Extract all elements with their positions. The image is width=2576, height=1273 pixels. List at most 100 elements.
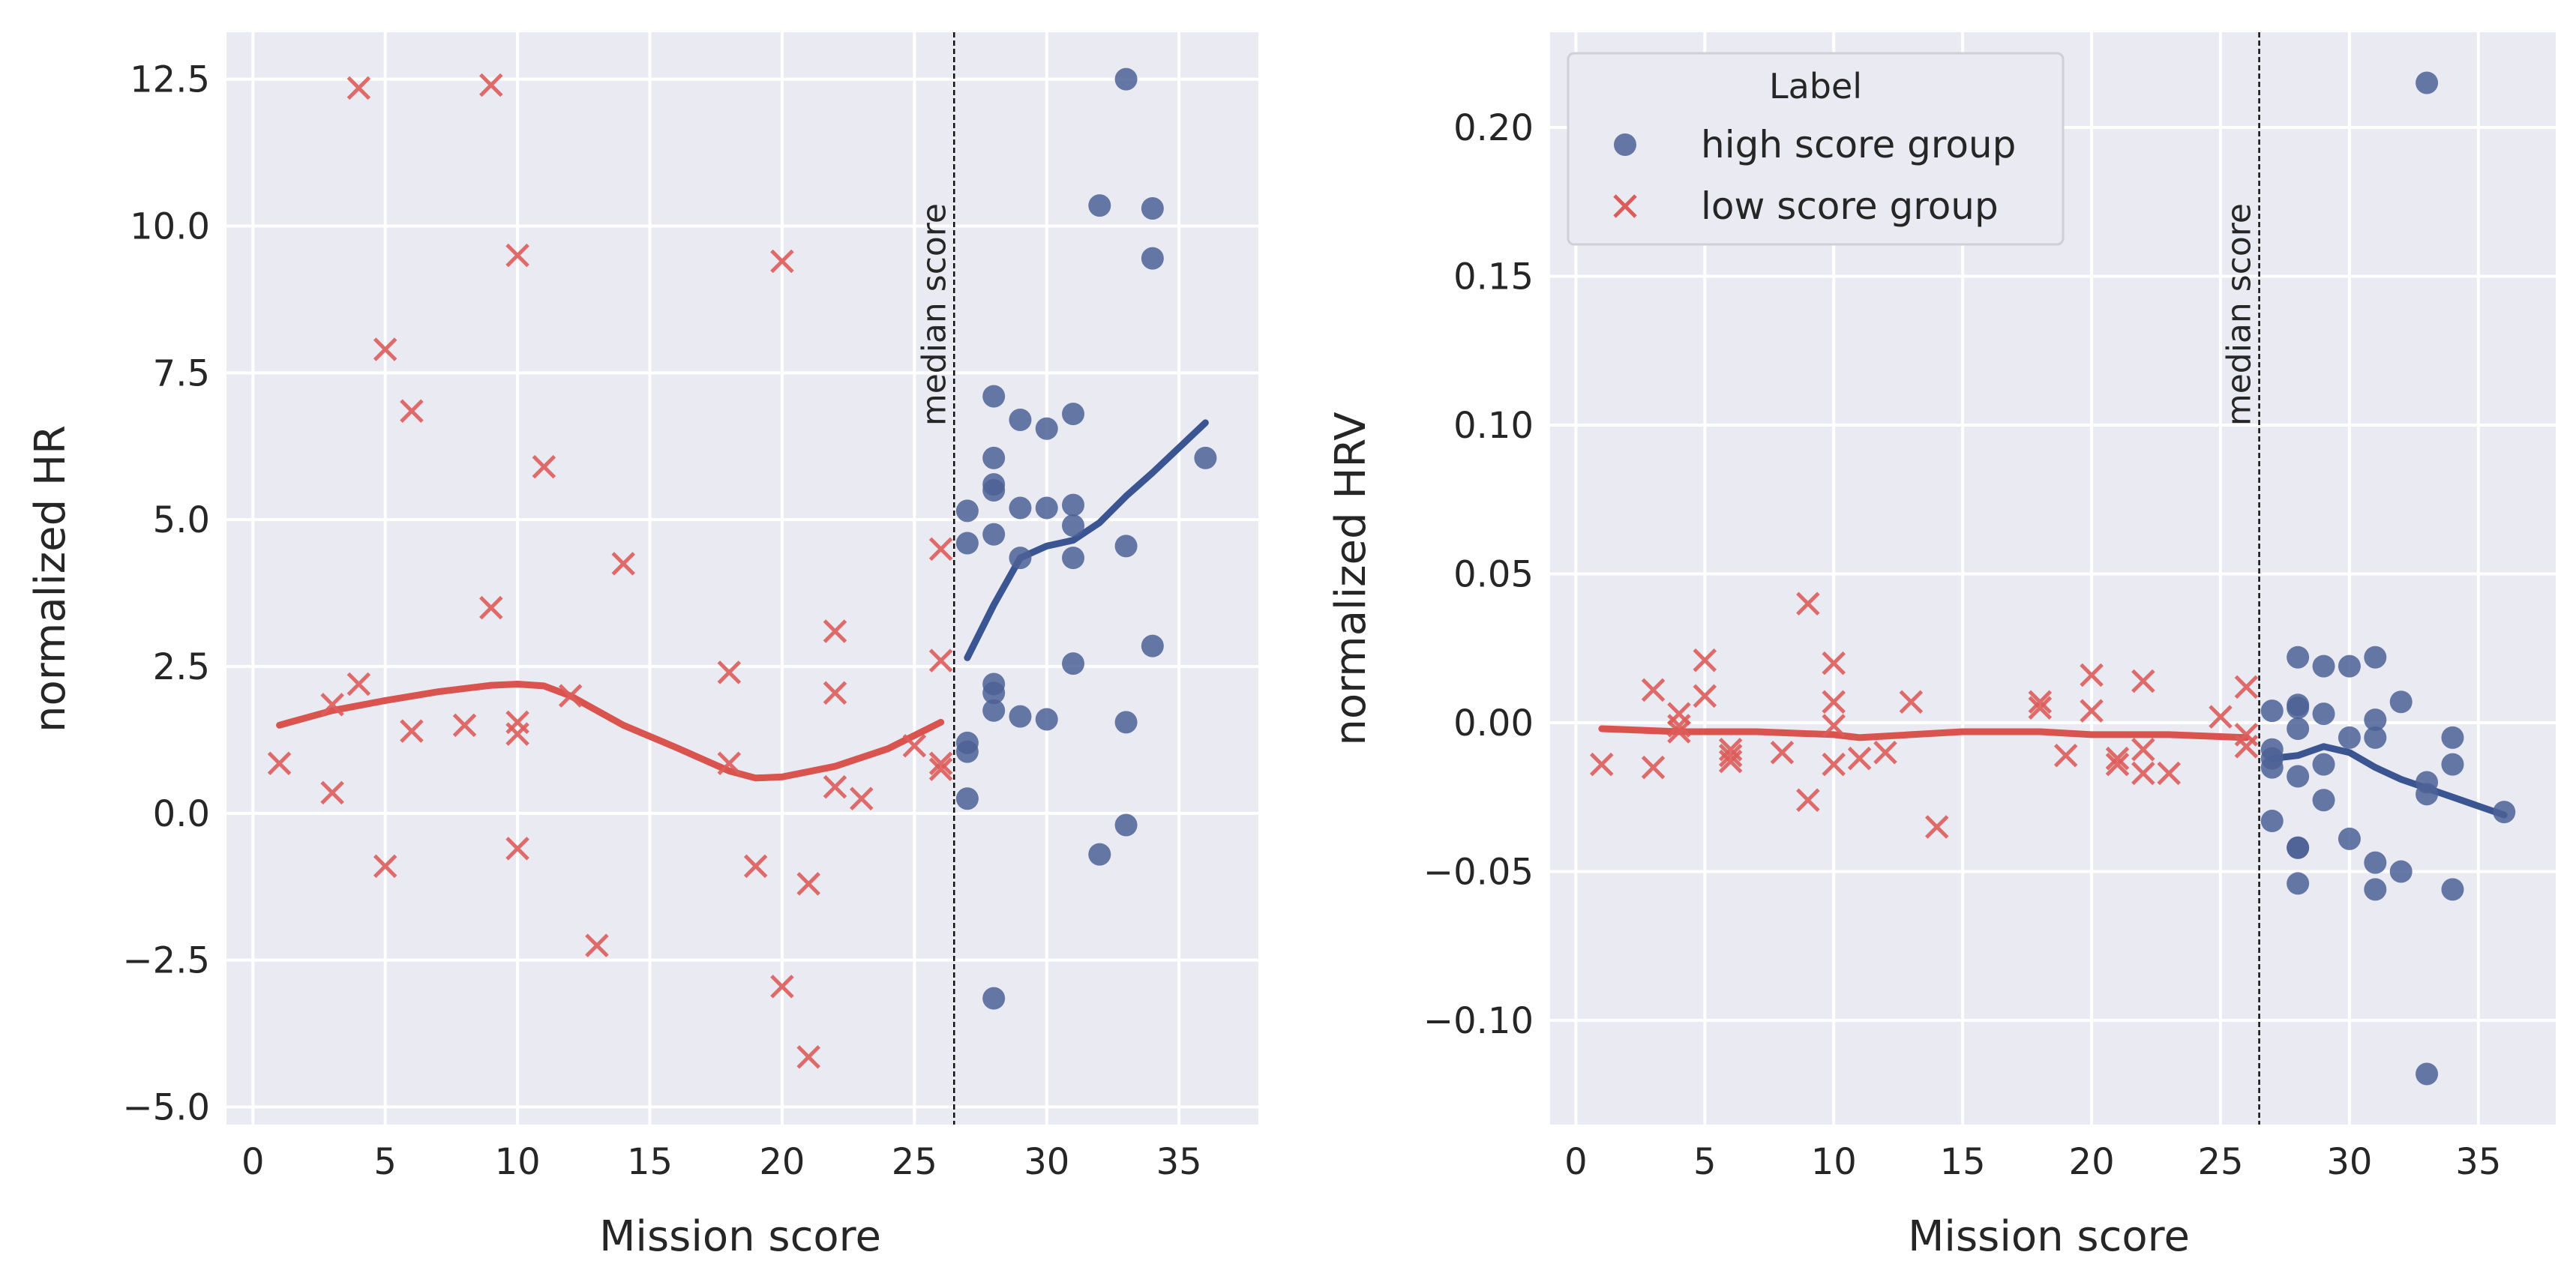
hr-x-tick-label: 35 bbox=[1156, 1141, 1202, 1183]
hr-point-high bbox=[982, 681, 1006, 705]
hrv-median-label: median score bbox=[2221, 203, 2259, 426]
hr-point-low bbox=[850, 786, 874, 811]
hrv-x-tick-label: 5 bbox=[1693, 1141, 1717, 1183]
legend-marker-low bbox=[1613, 194, 1637, 218]
hr-point-low bbox=[320, 780, 344, 805]
hr-point-high bbox=[1088, 194, 1111, 217]
hr-point-low bbox=[479, 595, 503, 620]
hr-point-low bbox=[373, 854, 397, 879]
hrv-point-low bbox=[1796, 788, 1820, 813]
hrv-point-high bbox=[2260, 699, 2284, 723]
hrv-point-low bbox=[1796, 592, 1820, 616]
hr-point-low bbox=[267, 751, 292, 776]
hrv-panel: normalized HRV Mission score 0 5 10 15 20 25 3… bbox=[1327, 32, 2556, 1261]
hr-y-tick-label: 5.0 bbox=[153, 499, 210, 541]
hrv-point-high bbox=[2389, 860, 2413, 883]
hrv-point-high bbox=[2287, 645, 2310, 669]
hr-point-high bbox=[1088, 843, 1111, 866]
hrv-point-high bbox=[2312, 702, 2335, 726]
hrv-point-low bbox=[1822, 690, 1846, 714]
legend-box bbox=[1567, 52, 2065, 246]
hrv-point-low bbox=[1641, 755, 1666, 780]
hr-point-high bbox=[1009, 705, 1032, 728]
hr-point-high bbox=[982, 987, 1006, 1010]
hrv-point-high bbox=[2312, 753, 2335, 776]
hr-point-low bbox=[452, 713, 477, 738]
hr-y-tick-label: −2.5 bbox=[122, 940, 210, 982]
hrv-point-high bbox=[2338, 654, 2361, 678]
hrv-point-low bbox=[1822, 714, 1846, 738]
hr-point-high bbox=[1035, 417, 1058, 440]
hrv-point-low bbox=[1847, 746, 1872, 771]
hr-point-low bbox=[585, 933, 609, 957]
hrv-y-tick-label: 0.15 bbox=[1453, 256, 1534, 298]
hrv-point-high bbox=[2364, 851, 2387, 874]
hr-point-low bbox=[743, 854, 768, 879]
hrv-point-low bbox=[2131, 669, 2155, 693]
hrv-point-high bbox=[2364, 878, 2387, 901]
hrv-point-low bbox=[2131, 738, 2155, 762]
hrv-point-low bbox=[2131, 761, 2155, 786]
hr-y-tick-label: 10.0 bbox=[130, 206, 210, 248]
hr-point-low bbox=[928, 757, 953, 781]
hr-point-high bbox=[1062, 514, 1085, 537]
hr-point-low bbox=[823, 619, 847, 643]
hr-point-high bbox=[1062, 547, 1085, 570]
hrv-point-high bbox=[2287, 717, 2310, 740]
hrv-point-high bbox=[2260, 756, 2284, 779]
hr-point-high bbox=[1141, 634, 1164, 657]
hr-point-high bbox=[1062, 403, 1085, 426]
hrv-point-low bbox=[1899, 690, 1924, 714]
hr-point-high bbox=[1141, 247, 1164, 270]
hrv-point-low bbox=[1822, 651, 1846, 675]
hrv-point-low bbox=[2234, 675, 2259, 699]
hrv-point-high bbox=[2493, 801, 2516, 824]
hr-y-tick-label: 2.5 bbox=[153, 646, 210, 688]
hr-point-low bbox=[823, 774, 847, 799]
hr-x-tick-label: 15 bbox=[627, 1141, 673, 1183]
hr-point-high bbox=[1035, 708, 1058, 731]
hrv-x-tick-label: 0 bbox=[1564, 1141, 1588, 1183]
hr-point-high bbox=[1009, 496, 1032, 520]
hrv-point-high bbox=[2312, 654, 2335, 678]
hrv-ylabel: normalized HRV bbox=[1327, 412, 1375, 745]
hr-point-high bbox=[1114, 535, 1138, 558]
hrv-x-tick-label: 10 bbox=[1811, 1141, 1857, 1183]
hr-point-high bbox=[955, 740, 979, 763]
hr-point-low bbox=[796, 1045, 820, 1069]
hrv-point-high bbox=[2441, 726, 2464, 749]
legend-title: Label bbox=[1769, 66, 1862, 106]
hrv-y-tick-label: 0.05 bbox=[1453, 554, 1534, 596]
hrv-point-high bbox=[2416, 783, 2439, 806]
hr-point-low bbox=[558, 684, 583, 708]
hrv-xlabel: Mission score bbox=[1908, 1212, 2190, 1261]
hr-point-high bbox=[982, 385, 1006, 408]
hr-point-low bbox=[532, 454, 556, 479]
hr-point-low bbox=[928, 648, 953, 672]
hrv-point-low bbox=[1693, 648, 1717, 672]
hrv-point-high bbox=[2441, 753, 2464, 776]
hrv-point-high bbox=[2364, 708, 2387, 732]
hr-point-high bbox=[982, 523, 1006, 546]
hr-point-high bbox=[1009, 409, 1032, 431]
hrv-point-high bbox=[2287, 836, 2310, 859]
hrv-point-low bbox=[1873, 740, 1897, 765]
hrv-point-low bbox=[1667, 720, 1691, 744]
hr-point-high bbox=[1141, 197, 1164, 220]
hrv-point-low bbox=[1718, 749, 1743, 774]
hrv-point-low bbox=[1822, 752, 1846, 777]
hrv-point-high bbox=[2338, 726, 2361, 749]
hr-point-high bbox=[1062, 493, 1085, 517]
hr-point-low bbox=[373, 337, 397, 361]
hr-point-low bbox=[823, 681, 847, 705]
hr-point-high bbox=[1035, 496, 1058, 520]
hr-ylabel: normalized HR bbox=[26, 425, 75, 732]
hrv-point-low bbox=[1770, 740, 1795, 765]
hr-point-low bbox=[928, 537, 953, 562]
hrv-point-low bbox=[2080, 699, 2104, 723]
hrv-x-tick-label: 15 bbox=[1940, 1141, 1986, 1183]
hr-point-low bbox=[505, 837, 529, 861]
hr-x-tick-label: 20 bbox=[759, 1141, 805, 1183]
hr-x-tick-label: 30 bbox=[1024, 1141, 1069, 1183]
hr-xlabel: Mission score bbox=[599, 1212, 881, 1261]
